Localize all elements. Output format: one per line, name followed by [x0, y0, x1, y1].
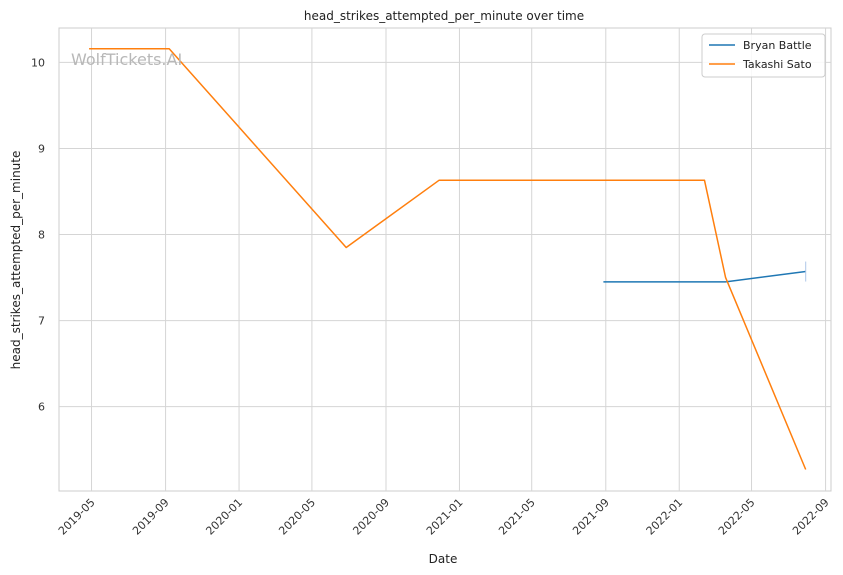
x-tick-label-2021-01: 2021-01 — [424, 496, 466, 538]
y-tick-label-8: 8 — [38, 229, 45, 242]
legend-label-bryan-battle: Bryan Battle — [743, 39, 812, 52]
plot-area — [58, 27, 832, 492]
x-tick-label-2022-05: 2022-05 — [716, 496, 758, 538]
legend: Bryan Battle Takashi Sato — [701, 33, 826, 78]
chart-title: head_strikes_attempted_per_minute over t… — [304, 9, 584, 23]
grid — [59, 28, 831, 491]
x-axis-ticks: 2019-05 2019-09 2020-01 2020-05 2020-09 2021-… — [56, 496, 832, 538]
series-line-takashi-sato — [89, 47, 807, 470]
x-tick-label-2020-09: 2020-09 — [350, 496, 392, 538]
y-tick-label-7: 7 — [38, 315, 45, 328]
x-axis-label: Date — [429, 552, 458, 566]
y-tick-label-10: 10 — [31, 56, 45, 69]
y-axis-label: head_strikes_attempted_per_minute — [9, 151, 23, 370]
x-tick-label-2022-09: 2022-09 — [790, 496, 832, 538]
watermark: WolfTickets.AI — [71, 50, 182, 69]
x-tick-label-2020-05: 2020-05 — [276, 496, 318, 538]
x-tick-label-2022-01: 2022-01 — [644, 496, 686, 538]
y-tick-label-6: 6 — [38, 401, 45, 414]
series-line-bryan-battle — [603, 270, 806, 283]
y-tick-label-9: 9 — [38, 142, 45, 155]
x-tick-label-2019-09: 2019-09 — [130, 496, 172, 538]
y-axis-ticks: 6 7 8 9 10 — [31, 56, 45, 413]
x-tick-label-2021-05: 2021-05 — [496, 496, 538, 538]
series-layer — [89, 47, 807, 470]
legend-label-takashi-sato: Takashi Sato — [742, 58, 812, 71]
x-tick-label-2021-09: 2021-09 — [570, 496, 612, 538]
x-tick-label-2020-01: 2020-01 — [203, 496, 245, 538]
x-tick-label-2019-05: 2019-05 — [56, 496, 98, 538]
